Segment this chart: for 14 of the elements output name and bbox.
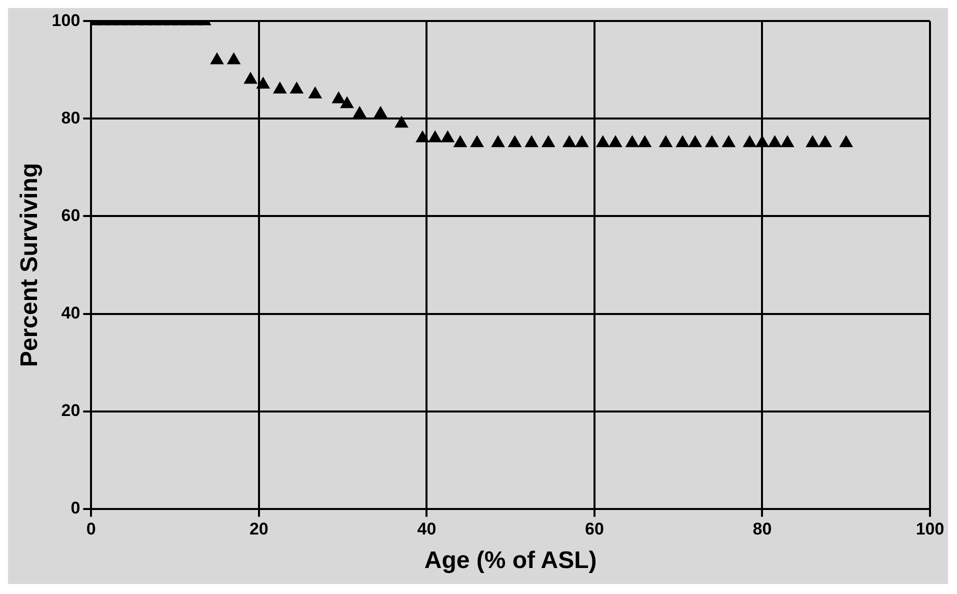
y-tick-label: 40: [61, 303, 80, 322]
x-axis-title: Age (% of ASL): [424, 547, 597, 574]
x-tick-label: 60: [585, 520, 604, 539]
y-tick-label: 80: [61, 108, 80, 128]
x-tick-label: 100: [916, 520, 944, 539]
y-tick-label: 60: [61, 206, 80, 225]
x-tick-label: 80: [752, 520, 772, 539]
y-tick-label: 100: [52, 10, 80, 30]
y-tick-label: 20: [61, 400, 80, 420]
x-tick-label: 0: [86, 520, 96, 539]
x-tick-label: 20: [249, 520, 268, 539]
y-tick-label: 0: [70, 498, 80, 518]
x-tick-label: 40: [417, 520, 436, 539]
y-axis-title: Percent Surviving: [16, 162, 44, 368]
